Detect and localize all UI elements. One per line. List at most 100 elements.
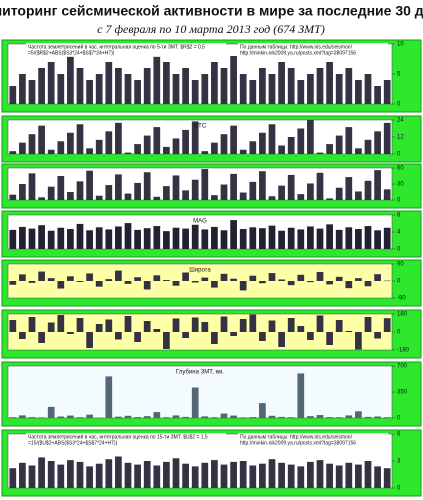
bar [374,274,381,281]
annotation: По данным таблицы: http://www.iris.edu/s… [240,434,353,440]
page-title: Мониторинг сейсмической активности в мир… [0,3,423,19]
bar [287,281,295,286]
bar [211,332,218,344]
bar [76,461,84,488]
bar [259,132,266,154]
bar [239,319,247,332]
bar [259,228,266,249]
bar [307,416,314,418]
bar [211,460,218,488]
bar [9,320,17,332]
bar [105,229,113,249]
bar [124,152,132,154]
bar [153,127,161,154]
bar [201,74,209,104]
bar [86,466,93,488]
bar [316,315,324,332]
bar [287,174,295,200]
y-tick-label: 0 [397,330,401,336]
bar [115,174,122,200]
bar [364,281,372,287]
bar [191,224,199,249]
bar [57,464,65,488]
bar [134,332,141,342]
bar [105,376,113,418]
bar [172,281,180,286]
bar [95,74,103,104]
bar [182,68,189,104]
bar [134,417,141,418]
panel-title: MAG [193,219,207,225]
bar [143,416,151,418]
bar [249,275,257,281]
y-tick-label: 350 [397,390,408,396]
bar [259,68,266,104]
bar [57,227,65,249]
bar [383,280,391,282]
bar [249,227,257,249]
bar [86,230,93,249]
annotation: =15/($U$2+ABS($S3*24+$S$7*24+H7)) [28,440,118,446]
bar [105,319,113,332]
bar [259,403,266,418]
bar [76,223,84,249]
bar [143,135,151,154]
bar [316,228,324,249]
bar [326,332,333,345]
bar [220,184,228,200]
bar [86,80,93,104]
bar [191,121,199,154]
bar [143,172,151,200]
bar [163,62,170,104]
bar [383,468,391,488]
bar [47,186,55,200]
bar [259,281,266,284]
bar [230,461,237,488]
bar [335,135,343,154]
bar [297,194,305,200]
bar [335,417,343,418]
bar [163,332,170,349]
bar [201,151,209,154]
bar [28,134,36,154]
bar [316,460,324,488]
bar [143,461,151,488]
bar [287,68,295,104]
note-box [26,433,226,447]
y-tick-label: 3 [397,459,401,465]
bar [47,230,55,249]
bar [239,149,247,154]
bar [307,120,314,154]
bar [278,62,285,104]
bar [38,457,45,488]
bar [278,185,285,200]
bar [38,68,45,104]
bar [364,317,372,332]
bar [163,280,170,281]
bar [143,321,151,332]
bar [95,281,103,287]
bar [76,124,84,154]
bar [9,281,17,285]
bar [105,279,113,281]
annotation: http://minkin-nik2009.ya.ru/posts.xml?ta… [240,440,356,446]
bar [230,220,237,249]
bar [230,125,237,154]
bar [345,68,353,104]
bar [259,171,266,200]
bar [191,281,199,283]
bar [124,316,132,332]
bar [153,412,161,418]
bar [383,122,391,154]
bar [19,74,26,104]
y-tick-label: 0 [397,416,401,422]
bar [220,464,228,488]
bar [191,387,199,418]
y-tick-label: 10 [397,42,404,48]
y-tick-label: 700 [397,364,408,370]
bar [47,461,55,488]
bar [134,80,141,104]
bar [355,464,362,488]
bar [383,189,391,200]
bar [38,332,45,343]
